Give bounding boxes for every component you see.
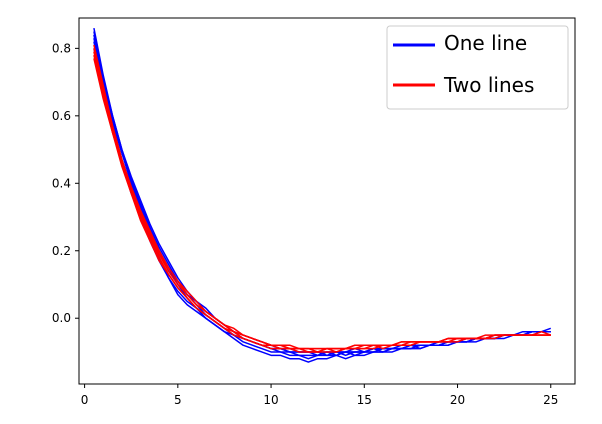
y-tick-label: 0.0 [52, 311, 71, 325]
series-layer [93, 27, 552, 363]
axis-layer [78, 17, 576, 385]
y-tick-label: 0.2 [52, 244, 71, 258]
x-tick-label: 25 [543, 393, 558, 407]
plot-frame [78, 17, 576, 385]
x-axis-ticks: 0 5 10 15 20 25 [81, 384, 558, 407]
y-tick-label: 0.6 [52, 109, 71, 123]
x-tick-label: 0 [81, 393, 89, 407]
legend-label-one-line: One line [444, 31, 527, 55]
x-tick-label: 20 [450, 393, 465, 407]
series-line-two-lines-11 [93, 58, 551, 350]
legend-box [386, 25, 569, 110]
legend-label-two-lines: Two lines [443, 73, 534, 97]
legend: One line Two lines [386, 25, 569, 110]
x-tick-label: 5 [174, 393, 182, 407]
x-tick-label: 15 [357, 393, 372, 407]
y-axis-ticks: 0.0 0.2 0.4 0.6 0.8 [52, 41, 79, 325]
x-tick-label: 10 [263, 393, 278, 407]
y-tick-label: 0.4 [52, 176, 71, 190]
y-tick-label: 0.8 [52, 41, 71, 55]
